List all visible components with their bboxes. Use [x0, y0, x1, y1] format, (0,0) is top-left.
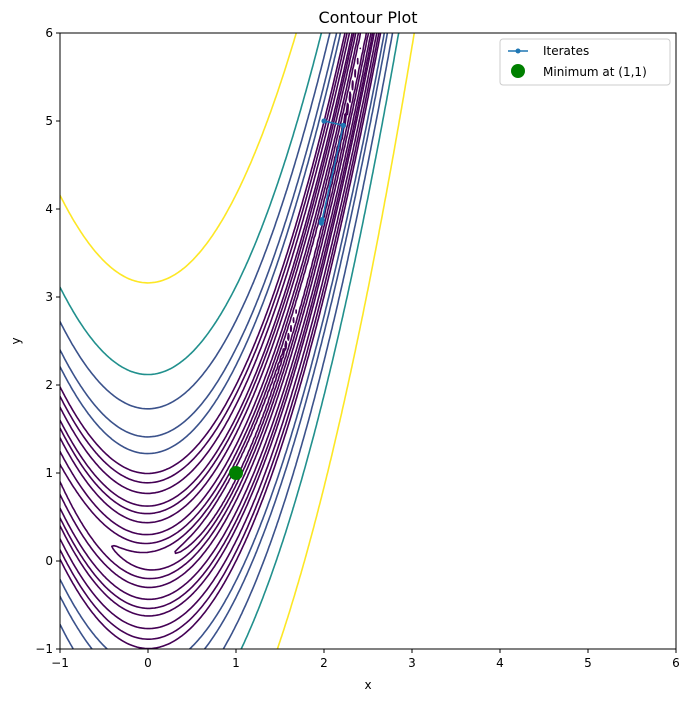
legend-iterates-label: Iterates	[543, 44, 589, 58]
plot-frame	[59, 32, 677, 650]
x-tick-label: 6	[672, 656, 680, 670]
y-tick-label: 3	[45, 290, 53, 304]
legend: Iterates Minimum at (1,1)	[499, 38, 671, 86]
x-tick-label: 2	[320, 656, 328, 670]
contour-level	[60, 33, 368, 580]
iterate-point	[340, 122, 346, 128]
contour-level	[60, 33, 382, 649]
contour-level	[60, 33, 394, 649]
y-axis-label: y	[9, 337, 23, 344]
y-axis: −1 0 1 2 3 4 5 6	[35, 26, 60, 656]
y-tick-label: 0	[45, 554, 53, 568]
y-tick-label: 4	[45, 202, 53, 216]
x-tick-label: 4	[496, 656, 504, 670]
legend-minimum-label: Minimum at (1,1)	[543, 65, 647, 79]
contour-level	[60, 33, 389, 649]
x-tick-label: 5	[584, 656, 592, 670]
legend-box	[499, 38, 671, 86]
x-tick-label: −1	[51, 656, 69, 670]
contour-level	[60, 33, 378, 630]
series-layer	[229, 118, 346, 480]
contour-level	[60, 33, 386, 649]
y-tick-label: 1	[45, 466, 53, 480]
contour-level	[60, 33, 374, 610]
minimum-point	[229, 466, 243, 480]
contour-level	[60, 33, 372, 601]
contour-level	[60, 33, 380, 640]
iterate-point	[318, 218, 324, 224]
y-tick-label: 5	[45, 114, 53, 128]
contour-lines	[60, 33, 416, 649]
iterate-point	[321, 118, 327, 124]
x-tick-label: 3	[408, 656, 416, 670]
contour-level	[60, 33, 370, 589]
legend-minimum-marker	[511, 64, 525, 78]
legend-iterates-marker	[515, 48, 521, 54]
y-tick-label: −1	[35, 642, 53, 656]
x-axis-label: x	[364, 678, 371, 692]
contour-level	[60, 33, 416, 649]
x-axis: −1 0 1 2 3 4 5 6	[51, 649, 680, 670]
y-tick-label: 6	[45, 26, 53, 40]
contour-level	[174, 309, 297, 555]
x-tick-label: 1	[232, 656, 240, 670]
x-tick-label: 0	[144, 656, 152, 670]
contour-level	[60, 33, 375, 617]
y-tick-label: 2	[45, 378, 53, 392]
contour-level	[60, 33, 400, 649]
chart-title: Contour Plot	[318, 8, 417, 27]
